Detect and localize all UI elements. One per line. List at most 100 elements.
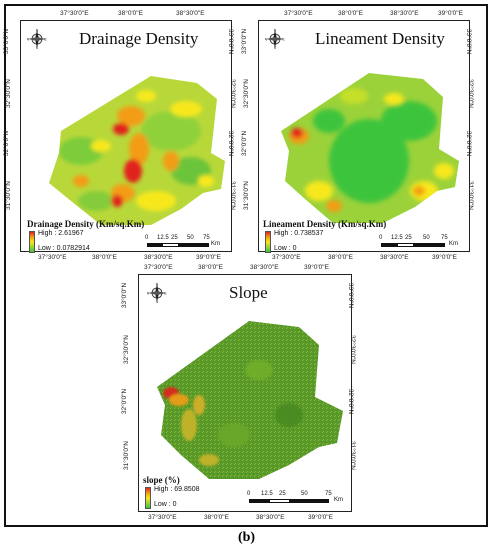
right-coord: 32°0'0"N [347,388,355,415]
scale-tick: 12.5 [261,491,273,497]
scale-tick: 50 [423,235,430,241]
bottom-coord: 38°30'0"E [256,514,285,521]
right-coord: 31°30'0"N [228,181,236,210]
north-arrow-letter: E [164,292,167,296]
right-coord: 33°0'0"N [465,28,473,55]
scale-bar [147,243,209,247]
right-coord: 33°0'0"N [347,282,355,309]
right-coord: 32°30'0"N [228,79,236,108]
lineament-density-panel: 37°30'0"E 38°0'0"E 38°30'0"E 39°0'0"E Li… [241,8,482,264]
top-coord: 38°0'0"E [338,10,363,17]
top-coord: 39°0'0"E [438,10,463,17]
left-coord: 33°0'0"N [3,28,11,55]
left-coord: 32°0'0"N [121,388,129,415]
legend-high: High : 69.8508 [154,486,200,493]
legend-low: Low : 0 [154,501,177,508]
map-title: Slope [229,283,268,302]
scale-unit: Km [334,497,343,503]
north-arrow-letter: W [27,38,30,42]
left-coord: 32°0'0"N [3,130,11,157]
legend-low: Low : 0 [274,245,297,252]
north-arrow-letter: E [282,38,285,42]
north-arrow-letter: S [36,46,39,49]
scale-tick: 25 [405,235,412,241]
north-arrow-letter: W [147,292,150,296]
north-arrow-letter: N [274,29,277,33]
left-coord: 32°0'0"N [241,130,249,157]
north-arrow-icon: N E S W [27,29,47,49]
slope-raster [157,321,343,479]
north-arrow-letter: N [36,29,39,33]
scale-tick: 25 [171,235,178,241]
legend-title: Drainage Density (Km/sq.Km) [27,219,145,229]
top-coord: 37°30'0"E [284,10,313,17]
legend-high: High : 2.61967 [38,230,84,237]
legend-color-ramp [265,231,271,253]
legend-title: slope (%) [143,475,180,485]
scale-tick: 0 [247,491,251,497]
top-coord: 37°30'0"E [144,264,173,271]
bottom-coord: 38°30'0"E [144,254,173,261]
north-arrow-letter: N [156,283,159,287]
right-coord: 32°0'0"N [227,130,235,157]
bottom-coord: 39°0'0"E [196,254,221,261]
scale-unit: Km [449,241,458,247]
figure-frame [4,4,488,527]
left-coord: 31°30'0"N [122,441,130,470]
legend-color-ramp [145,487,151,509]
top-coord: 38°30'0"E [390,10,419,17]
right-coord: 32°30'0"N [466,79,474,108]
scale-bar [381,243,445,247]
right-coord: 33°0'0"N [227,28,235,55]
slope-map-frame: Slope N E S W [138,274,352,512]
lineament-map-frame: Lineament Density N E S W [258,20,470,253]
left-coord: 33°0'0"N [241,28,249,55]
figure-caption: (b) [237,530,256,545]
scale-tick: 75 [325,491,332,497]
scale-tick: 0 [145,235,149,241]
bottom-coord: 38°0'0"E [92,254,117,261]
bottom-coord: 37°30'0"E [38,254,67,261]
drainage-density-panel: 37°30'0"E 38°0'0"E 38°30'0"E Drainage De… [3,8,244,264]
top-coord: 38°30'0"E [176,10,205,17]
legend-low: Low : 0.0782914 [38,245,90,252]
right-coord: 31°30'0"N [466,181,474,210]
legend-high: High : 0.738537 [274,230,324,237]
right-coord: 32°0'0"N [465,130,473,157]
bottom-coord: 39°0'0"E [308,514,333,521]
left-coord: 32°30'0"N [242,79,250,108]
lineament-density-raster [281,73,459,223]
scale-tick: 25 [279,491,286,497]
north-arrow-letter: W [265,38,268,42]
right-coord: 32°30'0"N [348,335,356,364]
scale-unit: Km [211,241,220,247]
scale-tick: 50 [187,235,194,241]
map-title: Lineament Density [315,29,445,48]
north-arrow-letter: S [156,300,159,303]
bottom-coord: 37°30'0"E [148,514,177,521]
scale-tick: 12.5 [157,235,169,241]
scale-tick: 12.5 [391,235,403,241]
north-arrow-icon: N E S W [265,29,285,49]
legend-color-ramp [29,231,35,253]
legend-title: Lineament Density (Km/sq.Km) [263,219,387,229]
map-title: Drainage Density [79,29,199,48]
top-coord: 37°30'0"E [60,10,89,17]
north-arrow-letter: E [44,38,47,42]
bottom-coord: 38°0'0"E [204,514,229,521]
left-coord: 32°30'0"N [122,335,130,364]
scale-bar [249,499,329,503]
left-coord: 31°30'0"N [4,181,12,210]
drainage-density-raster [49,76,225,225]
top-coord: 38°0'0"E [118,10,143,17]
right-coord: 31°30'0"N [348,441,356,470]
scale-tick: 75 [441,235,448,241]
north-arrow-icon: N E S W [147,283,167,303]
left-coord: 31°30'0"N [242,181,250,210]
bottom-coord: 38°0'0"E [328,254,353,261]
scale-tick: 75 [203,235,210,241]
top-coord: 38°30'0"E [250,264,279,271]
left-coord: 32°30'0"N [4,79,12,108]
left-coord: 33°0'0"N [121,282,129,309]
top-coord: 38°0'0"E [198,264,223,271]
